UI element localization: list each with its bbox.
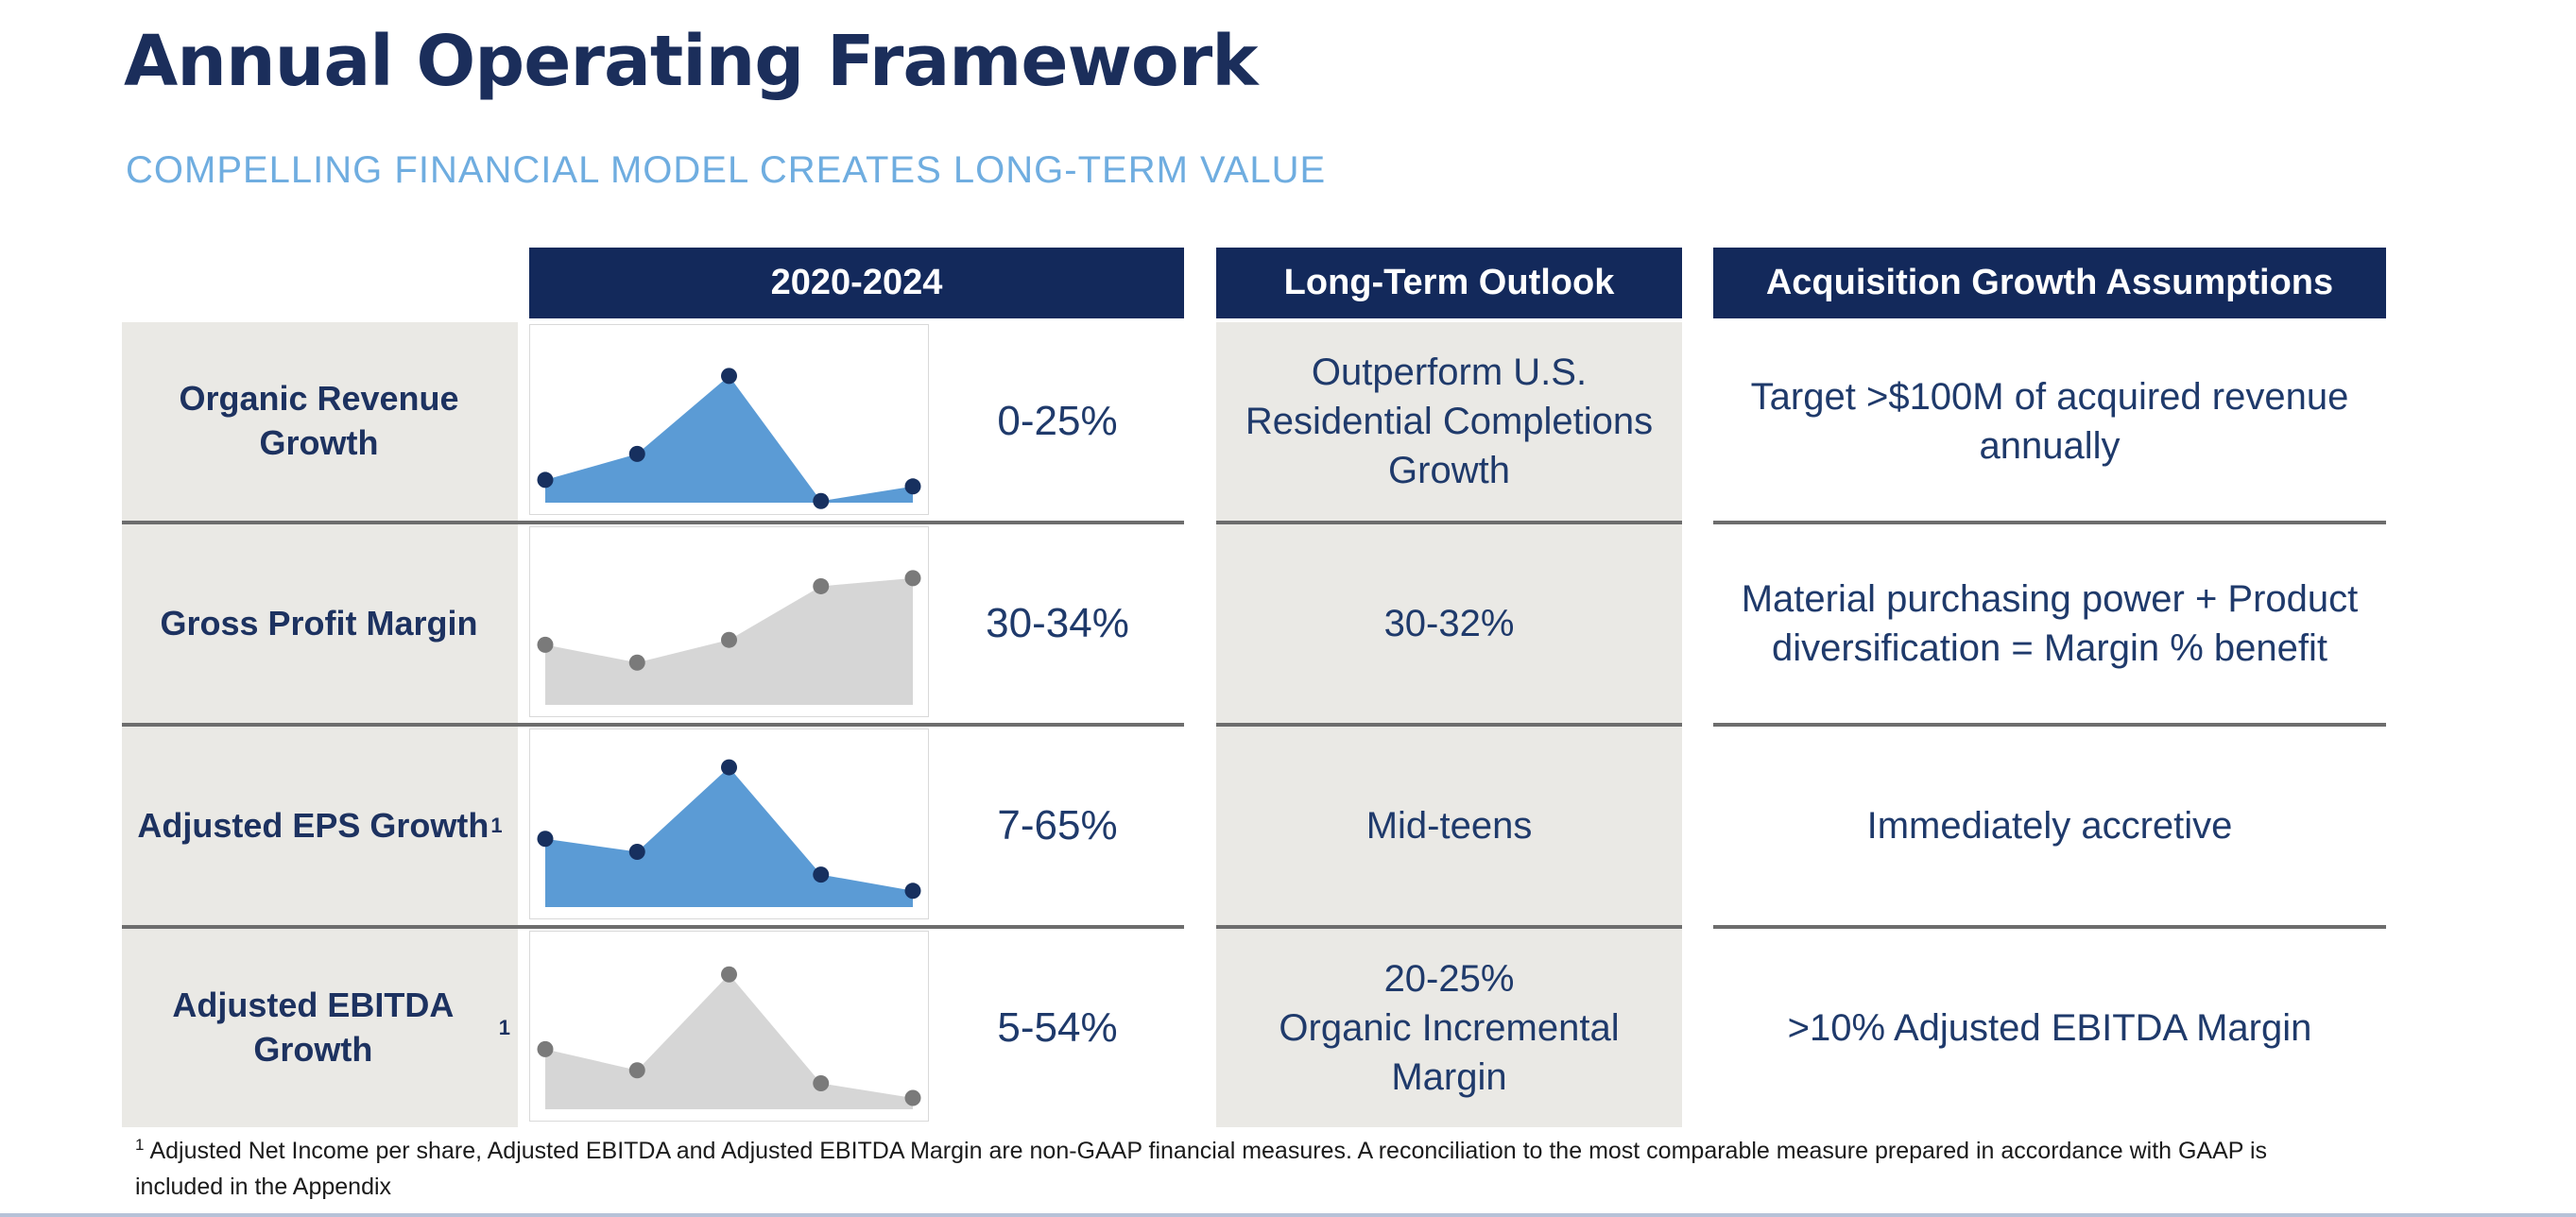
page-title: Annual Operating Framework <box>124 21 1258 102</box>
sparkline-cell <box>529 929 931 1127</box>
acquisition-assumption-cell: Material purchasing power + Product dive… <box>1713 524 2386 723</box>
range-value: 0-25% <box>997 398 1118 444</box>
slide-bottom-edge-line <box>0 1213 2576 1217</box>
row-label-adjusted-ebitda-growth: Adjusted EBITDA Growth 1 <box>122 929 518 1127</box>
row-label-gross-profit-margin: Gross Profit Margin <box>122 524 518 723</box>
footnote-marker: 1 <box>135 1135 145 1154</box>
row-divider <box>1713 521 2386 524</box>
long-term-outlook-cell: 20-25% Organic Incremental Margin <box>1216 929 1682 1127</box>
row-divider <box>1216 925 1682 929</box>
column-gap <box>518 322 529 521</box>
column-header-2020-2024: 2020-2024 <box>529 248 1184 318</box>
row-divider <box>1713 723 2386 727</box>
column-gap <box>518 524 529 723</box>
sparkline-chart-organic-revenue-growth <box>529 324 929 515</box>
sparkline-cell <box>529 524 931 723</box>
long-term-outlook-cell: 30-32% <box>1216 524 1682 723</box>
sparkline-cell <box>529 322 931 521</box>
acquisition-assumptions-column: Target >$100M of acquired revenue annual… <box>1713 322 2386 1127</box>
table-row: Organic Revenue Growth 0-25% <box>122 322 1184 521</box>
long-term-outlook-cell: Outperform U.S. Residential Completions … <box>1216 322 1682 521</box>
long-term-outlook-cell: Mid-teens <box>1216 727 1682 925</box>
row-divider <box>122 521 1184 524</box>
metrics-column: Organic Revenue Growth 0-25% Gross Profi… <box>122 322 1184 1127</box>
acquisition-assumption-cell: >10% Adjusted EBITDA Margin <box>1713 929 2386 1127</box>
row-divider <box>1216 521 1682 524</box>
page-subtitle: COMPELLING FINANCIAL MODEL CREATES LONG-… <box>126 149 1327 191</box>
long-term-outlook-column: Outperform U.S. Residential Completions … <box>1216 322 1682 1127</box>
acquisition-assumption-cell: Immediately accretive <box>1713 727 2386 925</box>
range-value: 7-65% <box>997 802 1118 848</box>
table-row: Gross Profit Margin 30-34% <box>122 524 1184 723</box>
row-divider <box>122 925 1184 929</box>
column-gap <box>518 929 529 1127</box>
row-divider <box>1216 723 1682 727</box>
sparkline-cell <box>529 727 931 925</box>
footnote: 1 Adjusted Net Income per share, Adjusted… <box>135 1134 2337 1205</box>
row-label-organic-revenue-growth: Organic Revenue Growth <box>122 322 518 521</box>
footnote-text: Adjusted Net Income per share, Adjusted … <box>135 1138 2268 1200</box>
column-header-acquisition-growth-assumptions: Acquisition Growth Assumptions <box>1713 248 2386 318</box>
range-value: 5-54% <box>997 1004 1118 1051</box>
table-row: Adjusted EBITDA Growth 1 5-54% <box>122 929 1184 1127</box>
row-divider <box>1713 925 2386 929</box>
column-gap <box>518 727 529 925</box>
range-value: 30-34% <box>986 600 1129 646</box>
acquisition-assumption-cell: Target >$100M of acquired revenue annual… <box>1713 322 2386 521</box>
sparkline-chart-adjusted-ebitda-growth <box>529 931 929 1122</box>
sparkline-chart-adjusted-eps-growth <box>529 728 929 919</box>
row-label-adjusted-eps-growth: Adjusted EPS Growth 1 <box>122 727 518 925</box>
row-divider <box>122 723 1184 727</box>
table-row: Adjusted EPS Growth 1 7-65% <box>122 727 1184 925</box>
sparkline-chart-gross-profit-margin <box>529 526 929 717</box>
column-header-long-term-outlook: Long-Term Outlook <box>1216 248 1682 318</box>
